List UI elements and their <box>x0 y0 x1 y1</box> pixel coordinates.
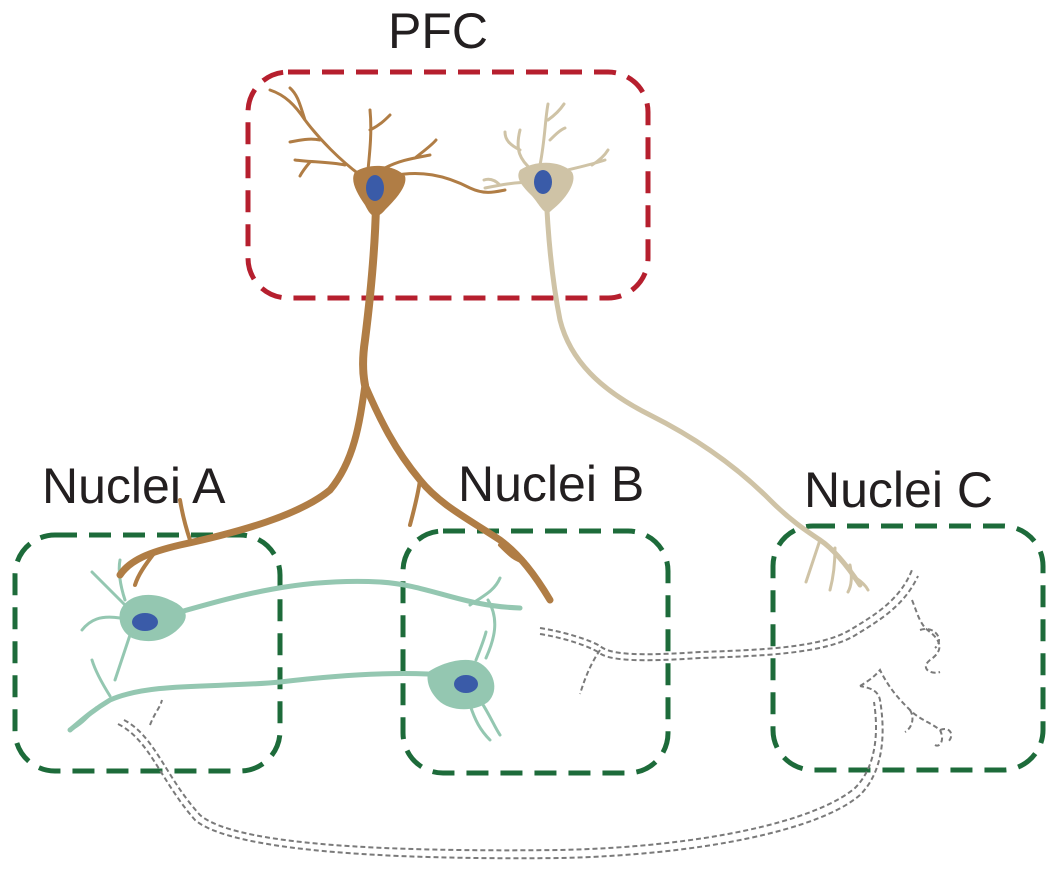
nuclei-c-label: Nuclei C <box>804 462 993 518</box>
terminal-branch-c4 <box>904 709 914 733</box>
terminal-branch-c5 <box>939 728 953 743</box>
nuclei-b-label: Nuclei B <box>458 456 645 512</box>
nuclei-cells <box>67 558 523 742</box>
pfc-light-neuron <box>482 102 870 594</box>
nuclei-b-region-box <box>400 528 671 776</box>
pfc-dark-axon-branch-a-sub <box>133 498 192 587</box>
nuclei-a-label: Nuclei A <box>42 458 226 514</box>
lower-cell-axon <box>67 670 431 733</box>
pfc-dark-axon-branch-a <box>116 381 369 579</box>
upper-nuclei-cell-nucleus <box>132 613 158 631</box>
lower-cell-axon-branch <box>68 658 112 732</box>
upper-cell-axon <box>177 578 523 615</box>
terminal-branch-c1 <box>911 599 941 674</box>
projection-path-b-to-c <box>539 569 913 656</box>
nuclei-a-region-box <box>12 532 283 774</box>
projection-path-a-to-c-inner <box>123 701 878 852</box>
pfc-dark-dendrites <box>268 86 507 194</box>
pfc-light-dendrites <box>482 102 610 190</box>
pfc-light-axon-terminals <box>804 538 870 594</box>
projection-branch-b <box>579 649 601 695</box>
pfc-light-cell-nucleus <box>534 170 552 194</box>
pfc-dark-cell-nucleus <box>366 175 384 201</box>
projection-branch-a <box>149 699 163 726</box>
projection-path-a-to-c <box>117 685 884 860</box>
pfc-region-box <box>245 69 651 301</box>
upper-cell-axon-branch <box>468 576 502 660</box>
pfc-label: PFC <box>388 3 488 59</box>
lower-nuclei-cell-nucleus <box>454 675 478 693</box>
terminal-branch-c3 <box>859 668 944 747</box>
projection-path-b-to-c-inner <box>539 575 919 662</box>
pfc-dark-neuron <box>116 86 554 604</box>
upper-cell-dendrites <box>80 558 132 682</box>
terminal-branch-c2 <box>919 628 940 649</box>
pfc-dark-axon <box>359 201 380 389</box>
projection-paths <box>117 569 953 860</box>
pfc-dark-axon-branch-b-sub <box>408 478 527 564</box>
